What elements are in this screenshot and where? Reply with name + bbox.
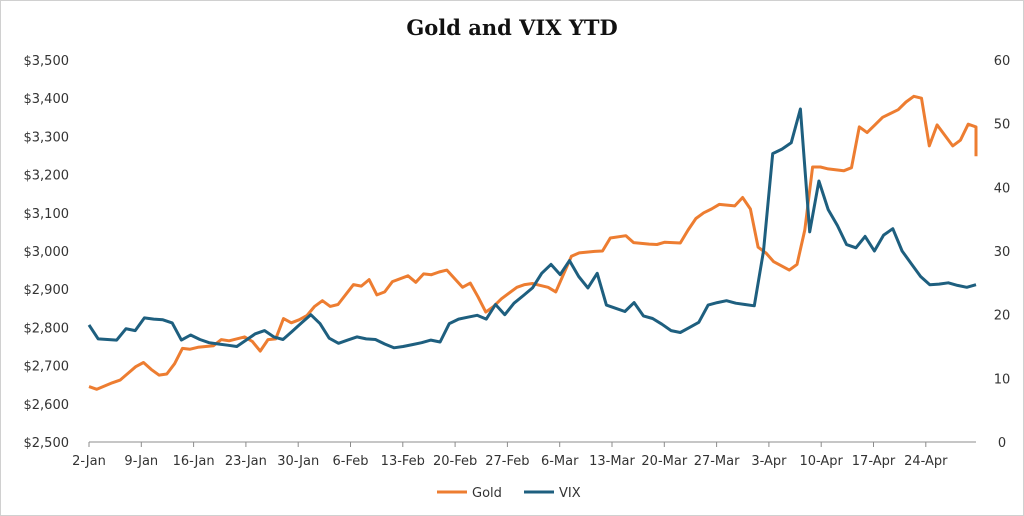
y-right-tick-label: 0 [998, 436, 1006, 451]
x-tick-label: 13-Feb [381, 454, 425, 469]
series-line-gold [88, 94, 978, 391]
x-tick-label: 2-Jan [72, 454, 106, 469]
y-right-tick-label: 20 [994, 309, 1011, 324]
x-tick-label: 16-Jan [173, 454, 215, 469]
x-tick-label: 27-Mar [694, 454, 740, 469]
legend-label-gold: Gold [472, 486, 502, 501]
x-tick-label: 9-Jan [124, 454, 158, 469]
x-tick-label: 23-Jan [225, 454, 267, 469]
y-right-tick-label: 30 [994, 245, 1011, 260]
y-right-tick-label: 40 [994, 181, 1011, 196]
x-tick-label: 17-Apr [852, 454, 896, 469]
y-left-tick-label: $2,800 [24, 321, 70, 336]
series-group [87, 94, 978, 391]
chart-title: Gold and VIX YTD [406, 15, 617, 40]
x-tick-label: 6-Mar [541, 454, 579, 469]
x-tick-label: 24-Apr [904, 454, 948, 469]
y-left-tick-label: $3,300 [24, 130, 70, 145]
y-left-tick-label: $2,500 [24, 436, 70, 451]
x-tick-label: 20-Mar [641, 454, 687, 469]
y-right-tick-label: 10 [994, 372, 1011, 387]
x-tick-label: 3-Apr [751, 454, 787, 469]
x-tick-label: 6-Feb [333, 454, 369, 469]
y-left-tick-label: $2,900 [24, 283, 70, 298]
y-right-tick-label: 50 [994, 118, 1011, 133]
y-right-tick-label: 60 [994, 54, 1011, 69]
legend-label-vix: VIX [559, 486, 581, 501]
y-left-tick-label: $3,200 [24, 169, 70, 184]
x-tick-label: 10-Apr [799, 454, 843, 469]
y-left-tick-label: $2,700 [24, 360, 70, 375]
x-tick-label: 20-Feb [433, 454, 477, 469]
axes-group: 2-Jan 9-Jan 16-Jan 23-Jan 30-Jan 6-Feb 13-Feb 2… [24, 54, 1011, 469]
y-left-tick-label: $2,600 [24, 398, 70, 413]
x-tick-label: 27-Feb [485, 454, 529, 469]
y-left-tick-label: $3,400 [24, 92, 70, 107]
x-tick-label: 30-Jan [277, 454, 319, 469]
y-left-tick-label: $3,500 [24, 54, 70, 69]
legend: Gold VIX [437, 486, 581, 501]
y-left-tick-label: $3,000 [24, 245, 70, 260]
x-tick-label: 13-Mar [589, 454, 635, 469]
series-line-vix [87, 107, 977, 350]
y-left-tick-label: $3,100 [24, 207, 70, 222]
